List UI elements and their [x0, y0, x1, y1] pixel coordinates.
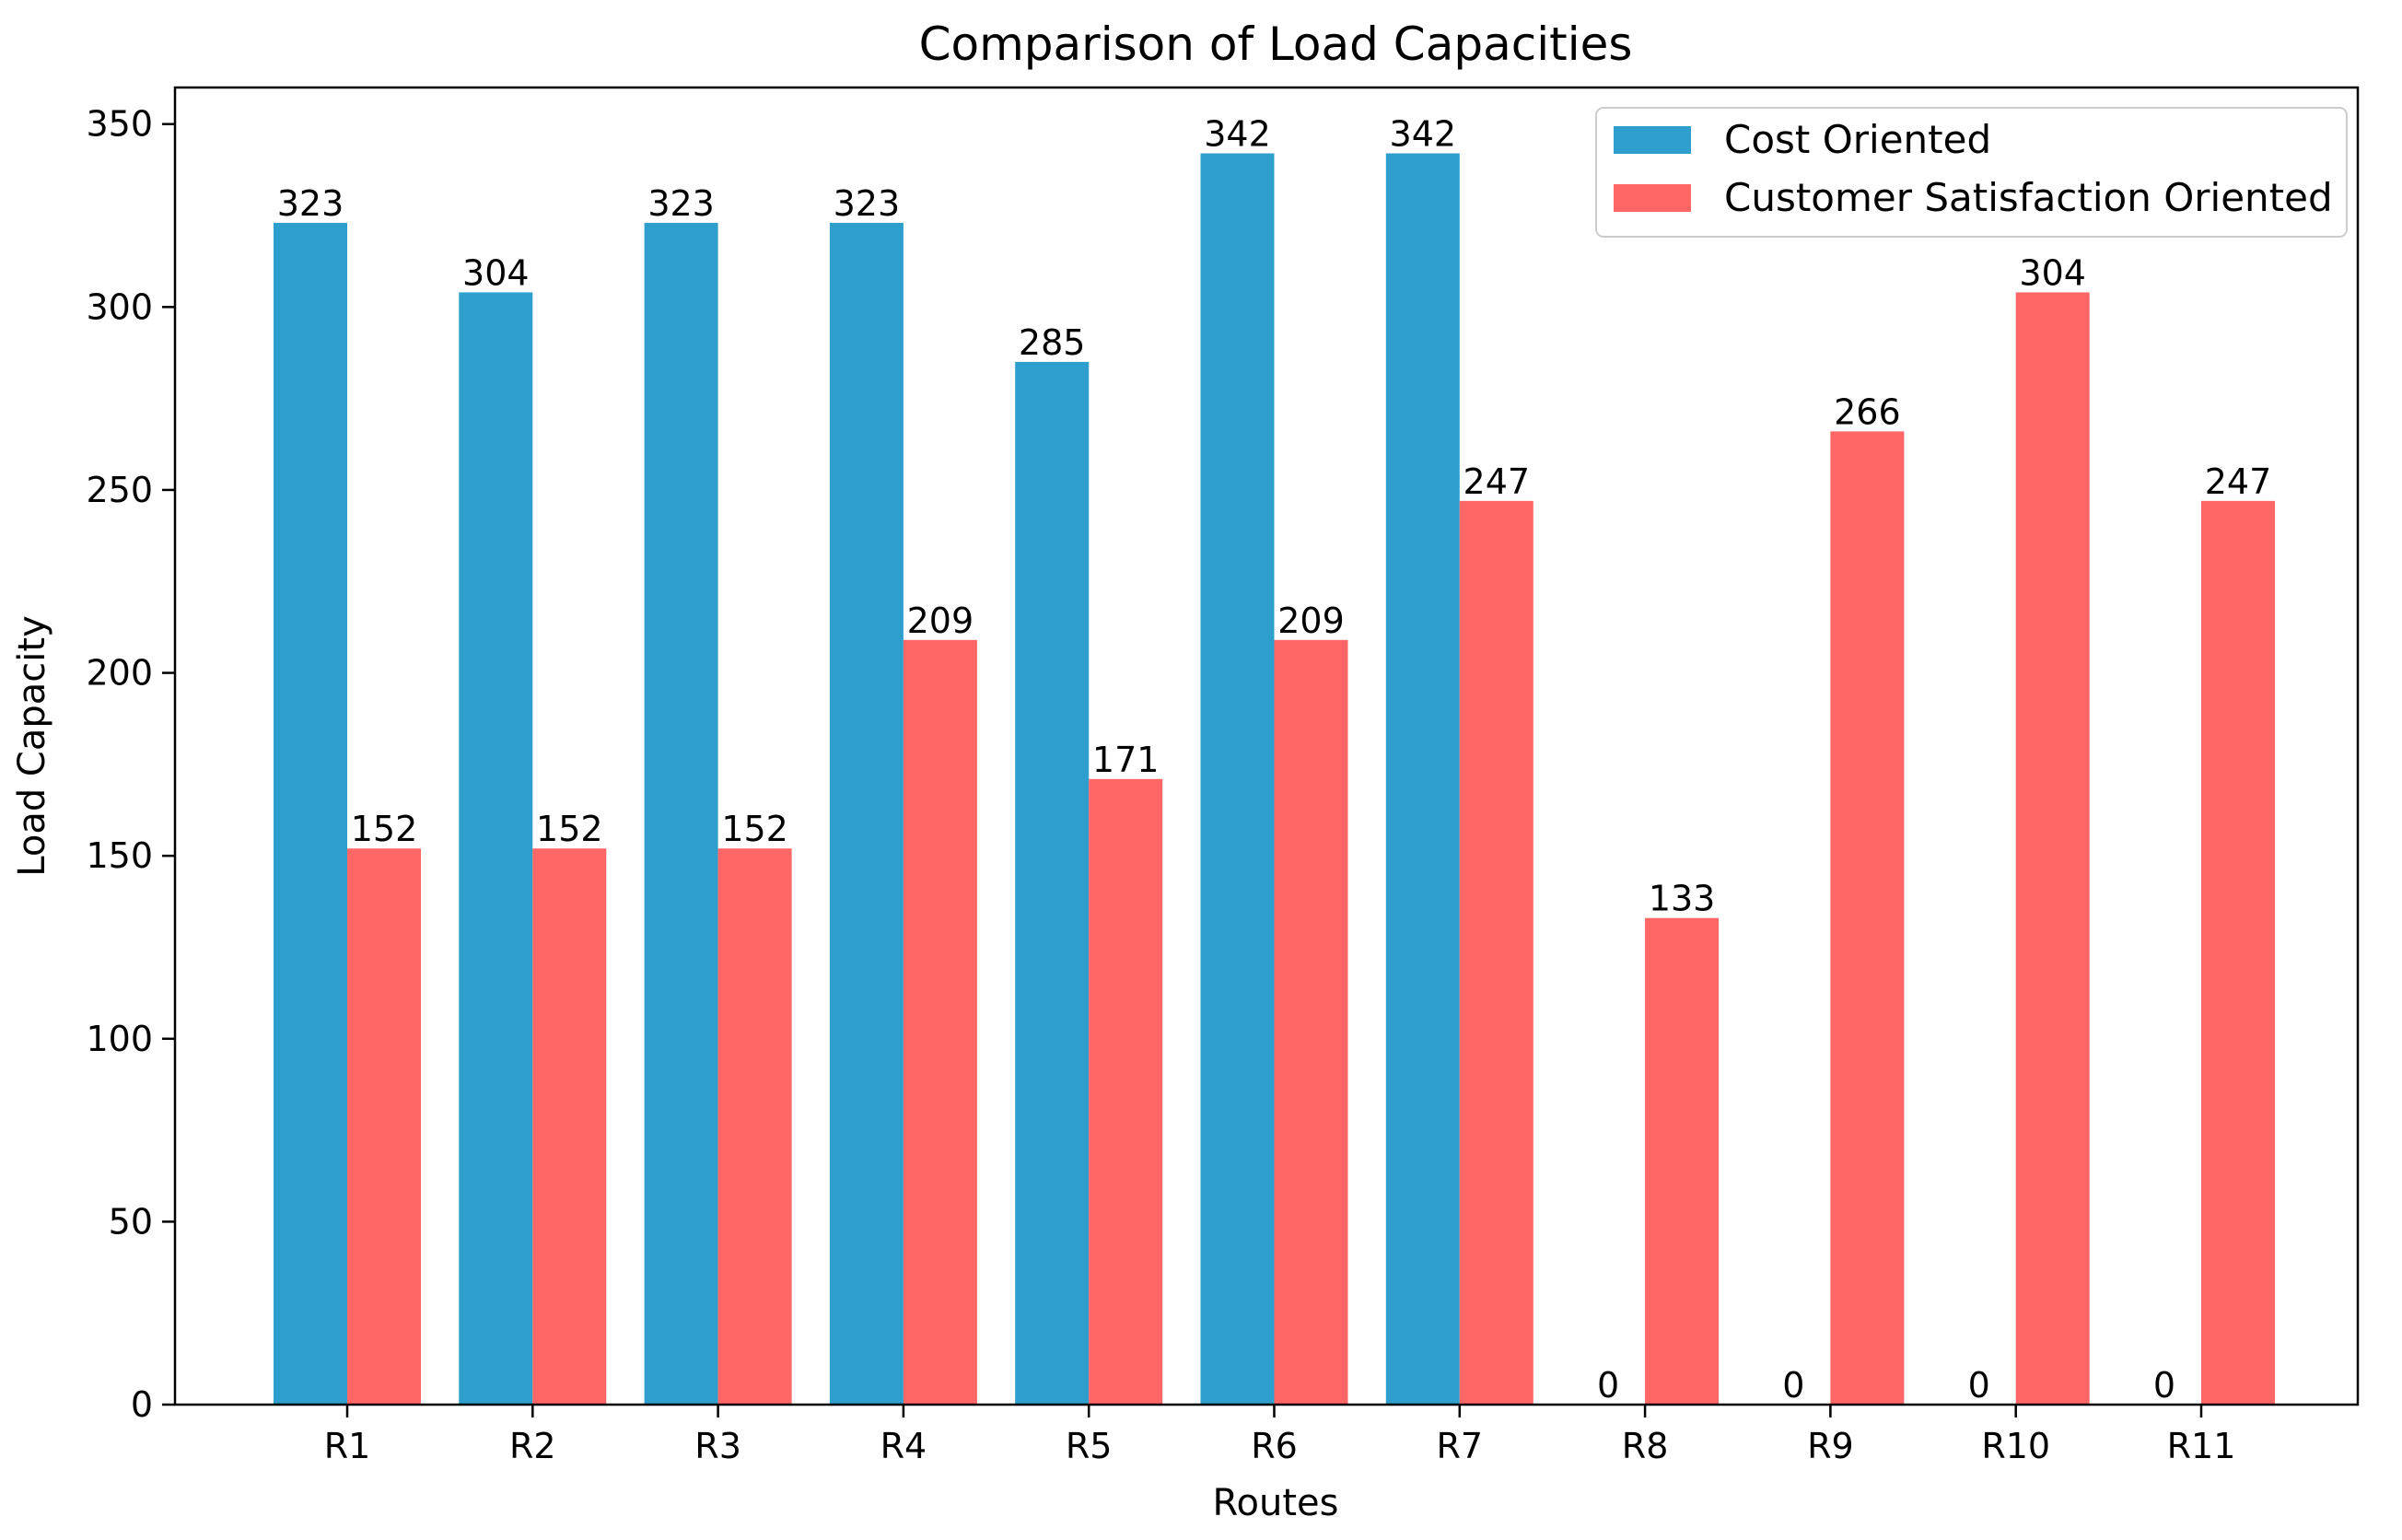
legend-label-customer-satisfaction-oriented: Customer Satisfaction Oriented — [1724, 175, 2333, 220]
x-tick-label-r5: R5 — [1066, 1426, 1113, 1466]
y-tick-label: 0 — [131, 1384, 153, 1425]
bar-cost-oriented-r1 — [274, 222, 347, 1406]
bar-customer-satisfaction-oriented-r9 — [1830, 431, 1905, 1405]
x-axis: R1 R2 R3 R4 R5 R6 R7 R8 R9 R10 R11 — [324, 1405, 2236, 1466]
value-label-customer-satisfaction-oriented-r3: 152 — [721, 809, 788, 849]
y-tick-label: 100 — [86, 1019, 153, 1059]
bar-customer-satisfaction-oriented-r7 — [1459, 500, 1533, 1405]
bar-customer-satisfaction-oriented-r8 — [1645, 917, 1720, 1405]
x-tick-label-r3: R3 — [694, 1426, 741, 1466]
value-label-customer-satisfaction-oriented-r5: 171 — [1092, 740, 1160, 780]
value-label-cost-oriented-r5: 285 — [1019, 322, 1086, 363]
value-label-cost-oriented-r1: 323 — [277, 183, 344, 224]
x-tick-label-r4: R4 — [880, 1426, 927, 1466]
bar-customer-satisfaction-oriented-r11 — [2201, 500, 2275, 1405]
value-label-cost-oriented-r11: 0 — [2153, 1365, 2175, 1406]
bar-customer-satisfaction-oriented-r2 — [532, 848, 607, 1405]
value-label-customer-satisfaction-oriented-r1: 152 — [351, 809, 418, 849]
x-tick-label-r7: R7 — [1437, 1426, 1484, 1466]
value-label-customer-satisfaction-oriented-r11: 247 — [2205, 461, 2272, 502]
legend-label-cost-oriented: Cost Oriented — [1724, 117, 1991, 162]
bar-value-labels: 323 152 304 152 323 152 323 209 285 171 342 209 342 2… — [277, 114, 2272, 1406]
value-label-customer-satisfaction-oriented-r8: 133 — [1649, 879, 1716, 919]
x-tick-label-r10: R10 — [1981, 1426, 2050, 1466]
y-tick-label: 250 — [86, 470, 153, 510]
bar-customer-satisfaction-oriented-r4 — [903, 639, 977, 1405]
value-label-cost-oriented-r3: 323 — [647, 183, 715, 224]
value-label-cost-oriented-r7: 342 — [1390, 114, 1457, 155]
value-label-customer-satisfaction-oriented-r4: 209 — [907, 601, 974, 641]
x-tick-label-r9: R9 — [1807, 1426, 1854, 1466]
value-label-cost-oriented-r8: 0 — [1597, 1365, 1619, 1406]
plot-frame — [173, 86, 2360, 1406]
value-label-cost-oriented-r9: 0 — [1782, 1365, 1804, 1406]
x-tick-label-r8: R8 — [1622, 1426, 1669, 1466]
value-label-customer-satisfaction-oriented-r9: 266 — [1834, 391, 1901, 432]
y-tick-label: 50 — [109, 1201, 153, 1242]
bar-cost-oriented-r7 — [1385, 153, 1460, 1405]
bar-cost-oriented-r3 — [644, 222, 718, 1406]
bar-cost-oriented-r5 — [1015, 361, 1090, 1406]
bar-customer-satisfaction-oriented-r10 — [2015, 292, 2090, 1405]
y-tick-label: 350 — [86, 104, 153, 145]
legend-swatch-customer-satisfaction-oriented — [1614, 184, 1691, 212]
value-label-customer-satisfaction-oriented-r7: 247 — [1463, 461, 1531, 502]
value-label-customer-satisfaction-oriented-r6: 209 — [1277, 601, 1345, 641]
bar-cost-oriented-r4 — [829, 222, 904, 1406]
legend-swatch-cost-oriented — [1614, 126, 1691, 154]
value-label-cost-oriented-r4: 323 — [834, 183, 901, 224]
legend: Cost Oriented Customer Satisfaction Orie… — [1595, 107, 2348, 238]
chart-title: Comparison of Load Capacities — [919, 18, 1633, 71]
bar-customer-satisfaction-oriented-r1 — [347, 848, 421, 1405]
value-label-cost-oriented-r6: 342 — [1204, 114, 1271, 155]
bar-customer-satisfaction-oriented-r5 — [1089, 778, 1163, 1405]
bar-customer-satisfaction-oriented-r6 — [1274, 639, 1348, 1405]
bar-customer-satisfaction-oriented-r3 — [717, 848, 792, 1405]
value-label-customer-satisfaction-oriented-r10: 304 — [2019, 252, 2086, 293]
x-tick-label-r11: R11 — [2167, 1426, 2236, 1466]
bar-cost-oriented-r2 — [459, 292, 533, 1405]
legend-box — [1595, 107, 2348, 238]
value-label-cost-oriented-r2: 304 — [462, 252, 530, 293]
value-label-customer-satisfaction-oriented-r2: 152 — [536, 809, 603, 849]
y-axis-label: Load Capacity — [11, 615, 53, 876]
bars-layer — [274, 153, 2275, 1406]
x-tick-label-r2: R2 — [509, 1426, 556, 1466]
x-tick-label-r6: R6 — [1251, 1426, 1298, 1466]
y-tick-label: 300 — [86, 286, 153, 327]
y-axis: 0 50 100 150 200 250 300 350 — [86, 104, 175, 1425]
y-tick-label: 200 — [86, 653, 153, 694]
x-tick-label-r1: R1 — [324, 1426, 371, 1466]
x-axis-label: Routes — [1213, 1482, 1339, 1524]
value-label-cost-oriented-r10: 0 — [1968, 1365, 1990, 1406]
y-tick-label: 150 — [86, 835, 153, 876]
bar-cost-oriented-r6 — [1200, 153, 1275, 1405]
